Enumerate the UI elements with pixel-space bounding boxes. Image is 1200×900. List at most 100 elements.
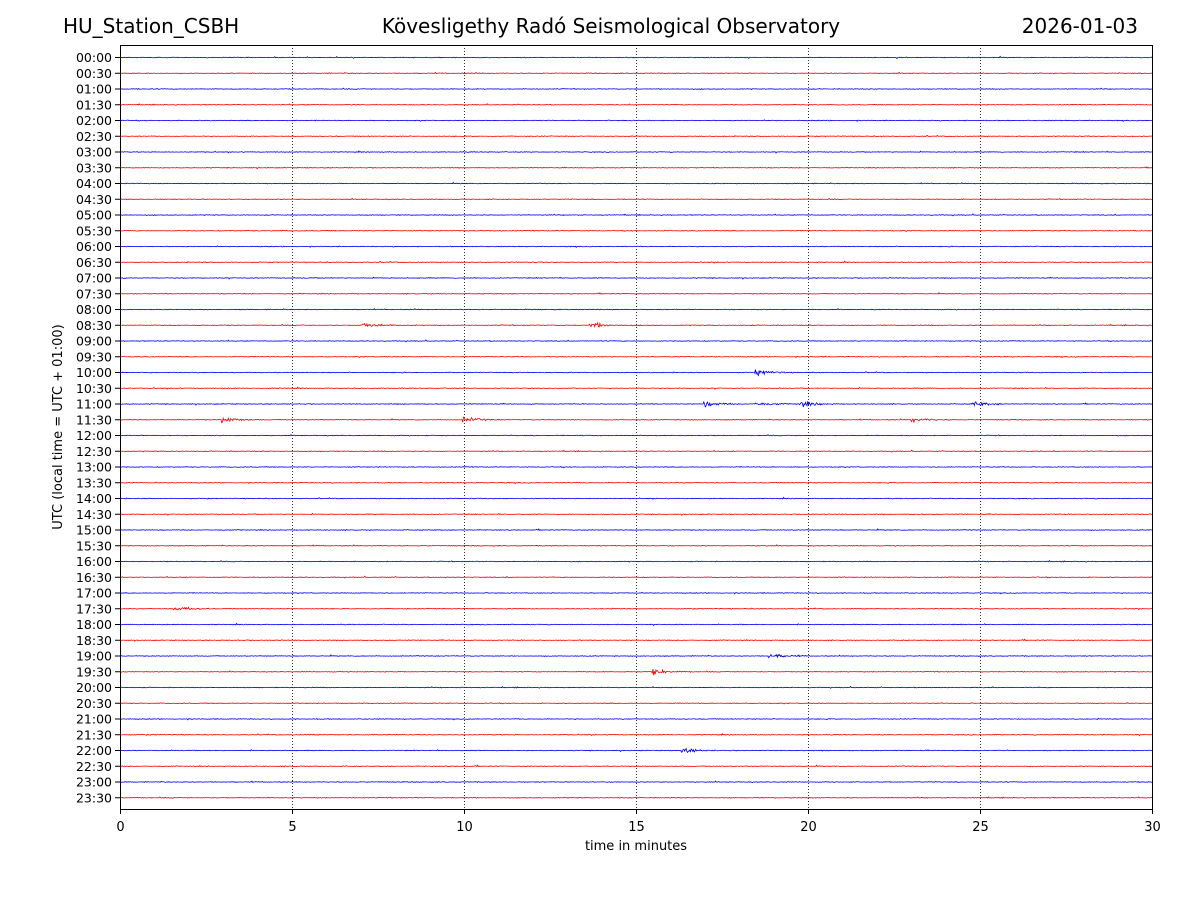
- trace-1500: [119, 528, 1153, 532]
- trace-0200: [119, 119, 1153, 122]
- x-tick-label: 10: [456, 820, 473, 835]
- row-label: 18:30: [76, 633, 112, 648]
- trace-1330: [119, 481, 1153, 485]
- x-axis-ticks: 0 5 10 15 20 25 30: [116, 809, 1161, 835]
- row-label: 21:00: [76, 712, 112, 727]
- x-axis-label: time in minutes: [585, 839, 687, 854]
- row-label: 03:30: [76, 160, 112, 175]
- row-label: 18:00: [76, 617, 112, 632]
- row-label: 04:00: [76, 176, 112, 191]
- row-label: 12:30: [76, 444, 112, 459]
- trace-0230: [119, 134, 1153, 138]
- row-label: 14:30: [76, 507, 112, 522]
- trace-1600: [119, 560, 1153, 563]
- y-axis-ticks: 00:0000:3001:0001:3002:0002:3003:0003:30…: [76, 50, 120, 805]
- trace-1930: [119, 668, 1152, 676]
- trace-0300: [119, 150, 1153, 154]
- x-tick-label: 30: [1144, 820, 1161, 835]
- row-label: 08:30: [76, 318, 112, 333]
- trace-0900: [119, 339, 1153, 343]
- trace-0100: [119, 87, 1153, 91]
- plot-frame: [120, 45, 1153, 810]
- trace-2330: [119, 796, 1153, 799]
- row-label: 00:30: [76, 66, 112, 81]
- row-label: 20:00: [76, 680, 112, 695]
- row-label: 16:30: [76, 570, 112, 585]
- trace-0430: [119, 197, 1153, 201]
- trace-0700: [119, 276, 1153, 280]
- trace-0630: [119, 260, 1153, 264]
- trace-1800: [119, 622, 1153, 627]
- row-label: 11:30: [76, 412, 112, 427]
- trace-0500: [119, 213, 1153, 217]
- row-label: 17:30: [76, 601, 112, 616]
- trace-1700: [119, 591, 1153, 595]
- trace-1300: [119, 465, 1153, 469]
- row-label: 10:00: [76, 365, 112, 380]
- trace-0400: [119, 181, 1153, 185]
- trace-0030: [119, 71, 1153, 75]
- row-label: 01:30: [76, 97, 112, 112]
- row-label: 21:30: [76, 727, 112, 742]
- row-label: 05:30: [76, 223, 112, 238]
- row-label: 22:30: [76, 759, 112, 774]
- row-label: 15:00: [76, 523, 112, 538]
- row-label: 15:30: [76, 538, 112, 553]
- trace-2000: [119, 685, 1153, 689]
- trace-2100: [119, 717, 1153, 721]
- row-label: 08:00: [76, 302, 112, 317]
- row-label: 03:00: [76, 145, 112, 160]
- x-tick-label: 5: [288, 820, 296, 835]
- row-label: 09:00: [76, 334, 112, 349]
- seismic-traces: [119, 55, 1153, 799]
- row-label: 05:00: [76, 208, 112, 223]
- row-label: 11:00: [76, 397, 112, 412]
- row-label: 01:00: [76, 82, 112, 97]
- trace-1730: [119, 606, 1153, 611]
- trace-1900: [119, 653, 1152, 659]
- grid-lines: [292, 45, 981, 809]
- row-label: 14:00: [76, 491, 112, 506]
- trace-1430: [119, 512, 1153, 517]
- trace-1000: [119, 369, 1153, 377]
- trace-1100: [119, 400, 1153, 408]
- x-tick-label: 0: [116, 820, 124, 835]
- x-tick-label: 15: [628, 820, 645, 835]
- row-label: 22:00: [76, 743, 112, 758]
- x-tick-label: 20: [800, 820, 817, 835]
- row-label: 10:30: [76, 381, 112, 396]
- row-label: 02:30: [76, 129, 112, 144]
- trace-0930: [119, 355, 1153, 359]
- trace-0000: [120, 55, 1153, 60]
- trace-1030: [119, 386, 1153, 390]
- row-label: 23:30: [76, 790, 112, 805]
- row-label: 20:30: [76, 696, 112, 711]
- trace-1400: [119, 496, 1153, 501]
- row-label: 19:30: [76, 664, 112, 679]
- row-label: 00:00: [76, 50, 112, 65]
- row-label: 16:00: [76, 554, 112, 569]
- trace-0730: [119, 291, 1153, 295]
- row-label: 13:30: [76, 475, 112, 490]
- trace-0830: [119, 321, 1153, 329]
- trace-1630: [119, 575, 1153, 579]
- row-label: 13:00: [76, 460, 112, 475]
- trace-0600: [119, 245, 1153, 248]
- row-label: 06:30: [76, 255, 112, 270]
- row-label: 17:00: [76, 586, 112, 601]
- trace-0800: [119, 307, 1153, 311]
- row-label: 09:30: [76, 349, 112, 364]
- trace-2200: [119, 747, 1153, 754]
- trace-0330: [119, 166, 1153, 170]
- observatory-title: Kövesligethy Radó Seismological Observat…: [381, 14, 841, 38]
- y-axis-label: UTC (local time = UTC + 01:00): [51, 324, 66, 529]
- trace-0530: [119, 229, 1153, 232]
- row-label: 07:00: [76, 271, 112, 286]
- trace-1230: [119, 449, 1153, 453]
- trace-2230: [119, 764, 1153, 768]
- row-label: 19:00: [76, 649, 112, 664]
- row-label: 02:00: [76, 113, 112, 128]
- trace-1200: [119, 433, 1153, 437]
- trace-0130: [119, 103, 1153, 107]
